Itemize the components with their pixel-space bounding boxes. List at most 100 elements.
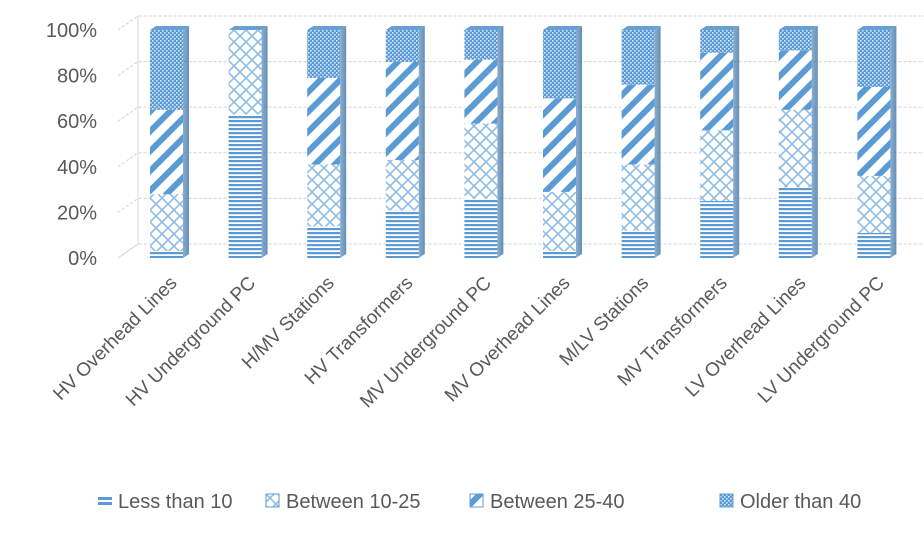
plot-area — [117, 16, 139, 259]
bar-segment-side — [733, 126, 740, 201]
bar-segment-side — [340, 73, 347, 165]
bar-segment — [385, 210, 419, 258]
bar-segment — [700, 30, 734, 53]
bar-stack — [228, 26, 268, 258]
bar-segment — [307, 226, 341, 258]
bar-segment-side — [183, 190, 189, 252]
back-wall-left-edge — [117, 16, 139, 259]
bar-segment-side — [811, 105, 818, 188]
bar-segment-side — [654, 226, 661, 258]
bar-segment-side — [890, 83, 897, 176]
bar-top — [385, 26, 425, 30]
x-category-label: MV Underground PC — [356, 273, 496, 413]
bar-segment-side — [418, 155, 425, 211]
bar-segment-side — [654, 26, 661, 85]
bar-segment-side — [497, 26, 504, 60]
bar-segment — [307, 30, 341, 78]
bar-segment — [857, 30, 891, 87]
legend-swatch — [98, 502, 112, 505]
legend-item: Older than 40 — [719, 491, 861, 513]
bar-segment-side — [340, 160, 347, 227]
bar-top — [307, 26, 347, 30]
bar-top — [228, 26, 268, 30]
bar-segment-side — [811, 46, 818, 110]
bar-segment-side — [576, 94, 582, 192]
bar-segment — [543, 191, 576, 252]
legend-swatch — [265, 493, 280, 508]
legend-swatch — [98, 497, 112, 500]
bar-segment — [464, 198, 498, 258]
bar-segment — [150, 251, 183, 258]
bar-segment — [228, 30, 262, 115]
bar-segment-side — [340, 222, 347, 258]
bar-segment — [385, 30, 419, 62]
bar-segment-side — [811, 183, 818, 258]
bar-segment — [621, 30, 655, 85]
legend-label: Between 25-40 — [490, 491, 625, 513]
y-axis-tick-labels: 0% 20% 40% 60% 80% 100% — [46, 20, 97, 270]
bar-segment — [464, 59, 498, 124]
bar-segment-side — [654, 80, 661, 165]
bar-segment — [621, 164, 655, 231]
bar-segment-side — [340, 26, 347, 78]
bar-segment — [543, 251, 576, 258]
y-tick-label: 40% — [57, 157, 97, 179]
bar-segment-side — [576, 247, 582, 258]
bar-segment-side — [811, 26, 818, 51]
bar-stack — [464, 26, 504, 258]
bar-segment — [700, 130, 734, 201]
bar-segment — [857, 232, 891, 258]
bar-segment — [621, 230, 655, 258]
bar-top — [543, 26, 582, 30]
bar-segment — [464, 123, 498, 199]
legend-item: Between 10-25 — [265, 491, 421, 513]
bar-top — [857, 26, 897, 30]
bar-segment-side — [890, 26, 897, 87]
bar-segment-side — [576, 26, 582, 99]
bar-segment — [385, 159, 419, 211]
bars — [150, 26, 897, 258]
bar-segment — [307, 164, 341, 227]
bar-top — [778, 26, 818, 30]
bar-segment — [307, 77, 341, 165]
bar-segment — [700, 52, 734, 131]
bar-segment-side — [183, 105, 189, 195]
bar-segment — [621, 84, 655, 165]
bar-stack — [543, 26, 582, 258]
bar-segment — [150, 194, 183, 252]
bar-stack — [857, 26, 897, 258]
bar-segment — [150, 109, 183, 195]
bar-segment-side — [261, 110, 268, 258]
bar-segment — [228, 114, 262, 258]
legend: Less than 10 Between 10-25 Between 25-40 Ol… — [98, 491, 861, 513]
legend-label: Between 10-25 — [286, 491, 421, 513]
bar-segment-side — [890, 171, 897, 233]
bar-stack — [700, 26, 740, 258]
bar-segment — [543, 30, 576, 99]
x-category-label: HV Underground PC — [122, 273, 260, 411]
y-tick-label: 0% — [68, 248, 97, 270]
bar-stack — [385, 26, 425, 258]
bar-segment-side — [497, 55, 504, 124]
bar-segment — [778, 30, 812, 51]
bar-top — [621, 26, 661, 30]
bar-segment — [778, 109, 812, 188]
bar-segment-side — [654, 160, 661, 231]
legend-item: Less than 10 — [98, 491, 233, 513]
y-tick-label: 100% — [46, 20, 97, 42]
bar-segment — [778, 187, 812, 258]
bar-segment-side — [261, 26, 268, 115]
bar-stack — [778, 26, 818, 258]
legend-label: Older than 40 — [740, 491, 861, 513]
bar-segment-side — [890, 228, 897, 258]
bar-segment-side — [733, 197, 740, 258]
bar-segment — [464, 30, 498, 60]
bar-segment — [543, 98, 576, 192]
bar-stack — [621, 26, 661, 258]
legend-swatch — [469, 493, 484, 508]
legend-label: Less than 10 — [118, 491, 233, 513]
bar-segment-side — [576, 187, 582, 252]
bar-segment-side — [733, 48, 740, 131]
